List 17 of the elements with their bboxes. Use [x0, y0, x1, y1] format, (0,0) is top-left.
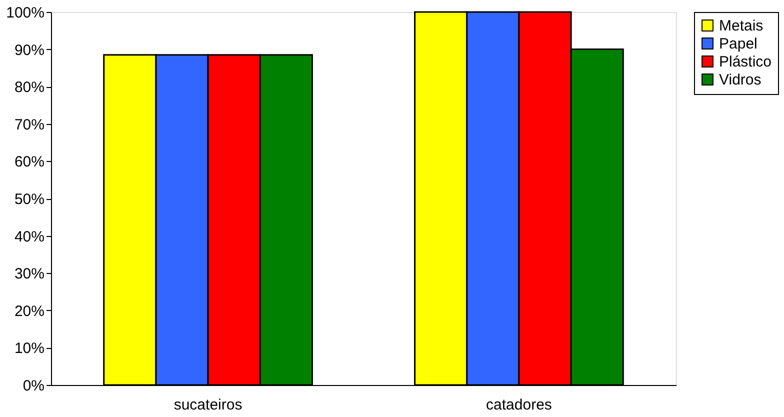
x-tick-label: catadores: [486, 396, 552, 414]
y-tick-label: 100%: [6, 4, 44, 22]
y-tick-label: 80%: [14, 79, 44, 96]
legend-label: Plástico: [719, 54, 772, 70]
legend-label: Vidros: [719, 72, 762, 88]
legend-label: Metais: [719, 18, 764, 34]
x-tick-label: sucateiros: [174, 396, 242, 414]
y-tick-label: 30%: [14, 266, 44, 283]
y-tick-label: 70%: [14, 116, 44, 134]
y-tick-label: 60%: [14, 154, 44, 171]
y-tick-label: 20%: [14, 302, 44, 320]
y-tick-label: 40%: [14, 228, 44, 246]
y-tick-label: 90%: [14, 42, 44, 59]
y-tick-label: 10%: [14, 340, 44, 358]
y-tick-label: 0%: [22, 378, 44, 394]
legend-label: Papel: [719, 36, 758, 52]
y-tick-label: 50%: [14, 191, 44, 208]
